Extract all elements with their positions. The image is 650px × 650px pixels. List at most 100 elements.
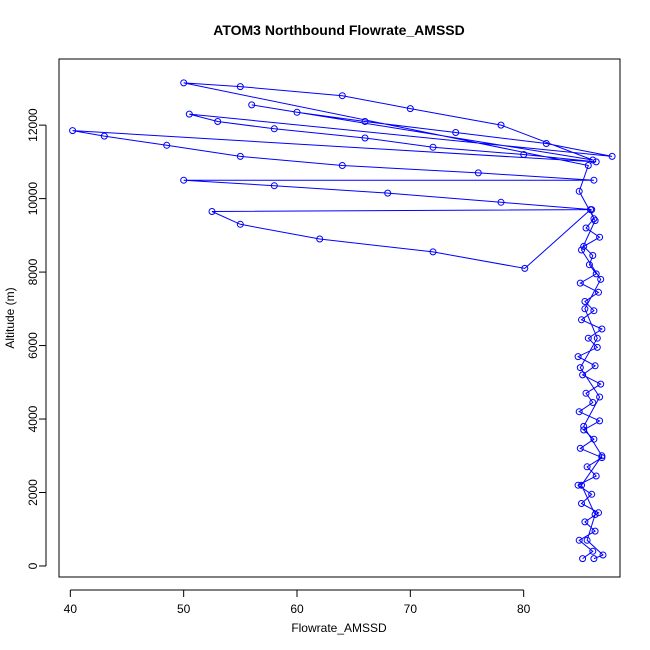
data-point [595,509,602,517]
data-point [608,152,616,160]
data-point [575,536,583,544]
data-point [236,220,244,228]
data-point [180,79,188,87]
series-line [72,82,613,560]
data-point [236,83,244,91]
data-point [576,364,584,372]
data-point [580,426,588,434]
data-point [585,261,593,269]
data-point [579,555,587,563]
data-point [180,176,188,184]
data-point [578,500,585,507]
data-point [589,547,597,555]
data-point [581,305,589,313]
data-point [575,187,583,195]
data-point [588,490,596,498]
data-point [520,151,528,158]
x-tick-label: 50 [177,602,191,616]
data-point [596,393,604,401]
data-point [582,224,590,232]
data-point [581,298,589,305]
data-point [338,92,346,100]
data-point [597,380,605,388]
data-point [589,252,597,259]
data-point [208,208,216,215]
data-point [163,141,171,149]
data-point [584,162,592,169]
data-point [591,217,599,225]
data-point [270,125,278,133]
data-point [361,134,369,142]
data-point [406,105,414,113]
data-point [592,270,600,278]
data-point [69,127,77,135]
data-point [100,132,108,140]
data-point [588,206,596,214]
x-tick-label: 80 [517,602,531,616]
x-axis-label: Flowrate_AMSSD [291,621,387,635]
data-point [452,129,460,136]
y-axis-label: Altitude (m) [3,287,17,348]
data-point [542,140,550,147]
data-point [590,176,598,184]
data-point [248,101,256,109]
data-point [595,288,602,296]
data-point [578,481,585,489]
x-tick-label: 40 [64,602,78,616]
data-point [589,156,597,164]
data-point [185,110,193,118]
data-point [584,334,592,342]
data-point [214,118,222,125]
x-axis: 40 50 60 70 80 [64,589,531,616]
data-point [574,353,582,361]
data-point [592,472,600,480]
y-tick-label: 6000 [26,332,40,359]
data-point [590,307,598,315]
data-point [316,235,324,243]
data-point [589,399,597,406]
y-tick-label: 12000 [26,108,40,142]
y-tick-label: 0 [26,562,40,569]
chart-title: ATOM3 Northbound Flowrate_AMSSD [213,22,464,38]
data-point [236,152,244,160]
y-tick-label: 8000 [26,258,40,285]
plot-frame [58,58,621,578]
data-point [592,158,600,166]
data-point [590,215,598,223]
data-point [497,121,505,129]
data-point [593,343,601,351]
data-point [270,182,278,190]
x-tick-label: 60 [290,602,304,616]
data-point [338,162,346,169]
data-point [590,555,598,563]
data-point [580,242,588,250]
data-point [429,248,437,256]
x-tick-label: 70 [404,602,418,616]
data-point [429,143,437,151]
data-point [590,435,598,443]
data-point [576,444,584,452]
data-point [497,198,505,206]
data-point [598,325,606,333]
data-point [596,233,604,241]
data-point [591,362,599,370]
series-layer [69,79,616,563]
data-point [578,246,585,254]
y-tick-label: 10000 [26,182,40,216]
data-point [574,481,582,489]
data-point [583,536,591,544]
data-point [384,189,392,197]
data-point [596,417,604,425]
y-axis: 0 2000 4000 6000 8000 10000 12000 [26,108,47,569]
data-point [521,264,529,272]
data-point [598,452,606,460]
data-point [293,108,301,116]
data-point [593,334,601,342]
data-point [361,118,369,125]
data-point [591,511,599,518]
data-point [597,275,605,283]
data-point [583,463,591,471]
data-point [576,279,584,287]
